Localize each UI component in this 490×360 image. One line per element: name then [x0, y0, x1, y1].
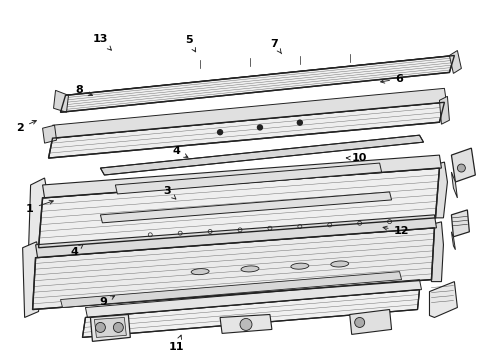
- Ellipse shape: [191, 269, 209, 275]
- Circle shape: [355, 318, 365, 328]
- Polygon shape: [49, 102, 444, 158]
- Polygon shape: [220, 315, 272, 333]
- Polygon shape: [43, 155, 441, 198]
- Text: 12: 12: [383, 226, 409, 236]
- Circle shape: [96, 323, 105, 332]
- Circle shape: [113, 323, 123, 332]
- Ellipse shape: [241, 266, 259, 272]
- Polygon shape: [451, 148, 475, 182]
- Text: 11: 11: [169, 335, 184, 352]
- Circle shape: [297, 120, 302, 125]
- Text: 7: 7: [270, 39, 282, 54]
- Polygon shape: [33, 228, 435, 310]
- Text: 3: 3: [163, 186, 176, 199]
- Circle shape: [457, 164, 465, 172]
- Text: 4: 4: [70, 244, 83, 257]
- Polygon shape: [429, 282, 457, 318]
- Text: 6: 6: [381, 74, 403, 84]
- Text: 13: 13: [93, 35, 111, 50]
- Polygon shape: [434, 162, 447, 218]
- Polygon shape: [36, 215, 437, 258]
- Polygon shape: [53, 90, 69, 112]
- Circle shape: [257, 125, 263, 130]
- Text: 1: 1: [26, 200, 53, 214]
- Polygon shape: [100, 135, 423, 175]
- Text: 4: 4: [172, 146, 188, 157]
- Polygon shape: [52, 88, 446, 138]
- Polygon shape: [82, 289, 419, 337]
- Polygon shape: [429, 222, 443, 282]
- Polygon shape: [100, 192, 392, 223]
- Ellipse shape: [331, 261, 349, 267]
- Polygon shape: [61, 272, 401, 307]
- Polygon shape: [95, 318, 126, 337]
- Polygon shape: [66, 55, 457, 105]
- Text: 8: 8: [75, 85, 93, 96]
- Circle shape: [240, 319, 252, 330]
- Polygon shape: [350, 310, 392, 334]
- Polygon shape: [451, 172, 457, 198]
- Polygon shape: [440, 96, 449, 124]
- Polygon shape: [449, 50, 462, 73]
- Ellipse shape: [291, 263, 309, 269]
- Polygon shape: [115, 163, 382, 194]
- Polygon shape: [451, 232, 455, 250]
- Text: 5: 5: [185, 35, 196, 52]
- Polygon shape: [23, 242, 41, 318]
- Text: 10: 10: [346, 153, 368, 163]
- Polygon shape: [28, 178, 49, 248]
- Polygon shape: [451, 210, 469, 237]
- Text: 2: 2: [16, 121, 36, 133]
- Polygon shape: [91, 315, 130, 341]
- Polygon shape: [43, 125, 56, 143]
- Polygon shape: [39, 168, 440, 248]
- Text: 9: 9: [99, 296, 115, 307]
- Polygon shape: [85, 280, 421, 318]
- Polygon shape: [61, 55, 454, 112]
- Circle shape: [218, 130, 222, 135]
